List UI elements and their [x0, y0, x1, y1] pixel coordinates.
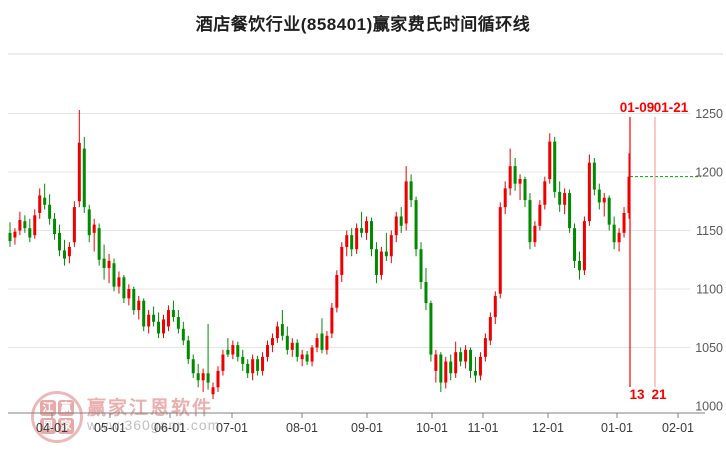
watermark-brand-text: 赢家江恩软件	[87, 398, 214, 419]
svg-text:06-01: 06-01	[154, 421, 186, 435]
svg-text:07-01: 07-01	[216, 421, 248, 435]
page-title: 酒店餐饮行业(858401)赢家费氏时间循环线	[195, 15, 531, 34]
svg-text:12-01: 12-01	[532, 421, 564, 435]
watermark-url-text: www.360gann.com	[87, 417, 221, 433]
svg-text:02-01: 02-01	[662, 421, 694, 435]
seal-char: 家	[58, 418, 74, 434]
svg-text:1150: 1150	[696, 224, 723, 238]
svg-text:09-01: 09-01	[351, 421, 383, 435]
svg-text:04-01: 04-01	[36, 421, 68, 435]
svg-text:21: 21	[651, 387, 667, 402]
svg-text:01-21: 01-21	[654, 100, 689, 115]
seal-char: 赢	[58, 400, 74, 416]
seal-char: 江	[40, 400, 56, 416]
svg-text:1100: 1100	[696, 283, 723, 297]
svg-text:01-09: 01-09	[620, 100, 655, 115]
winner-gann-seal-logo: 江 赢 恩 家	[31, 391, 83, 443]
svg-text:1200: 1200	[695, 166, 723, 180]
seal-char: 恩	[40, 418, 56, 434]
svg-text:1050: 1050	[695, 341, 723, 355]
svg-text:13: 13	[629, 387, 645, 402]
svg-text:1000: 1000	[695, 400, 723, 414]
svg-text:1250: 1250	[695, 107, 723, 121]
svg-text:05-01: 05-01	[94, 421, 126, 435]
svg-text:10-01: 10-01	[416, 421, 448, 435]
svg-text:11-01: 11-01	[467, 421, 498, 435]
svg-text:01-01: 01-01	[601, 421, 633, 435]
svg-text:08-01: 08-01	[286, 421, 318, 435]
seal-characters: 江 赢 恩 家	[40, 400, 74, 434]
